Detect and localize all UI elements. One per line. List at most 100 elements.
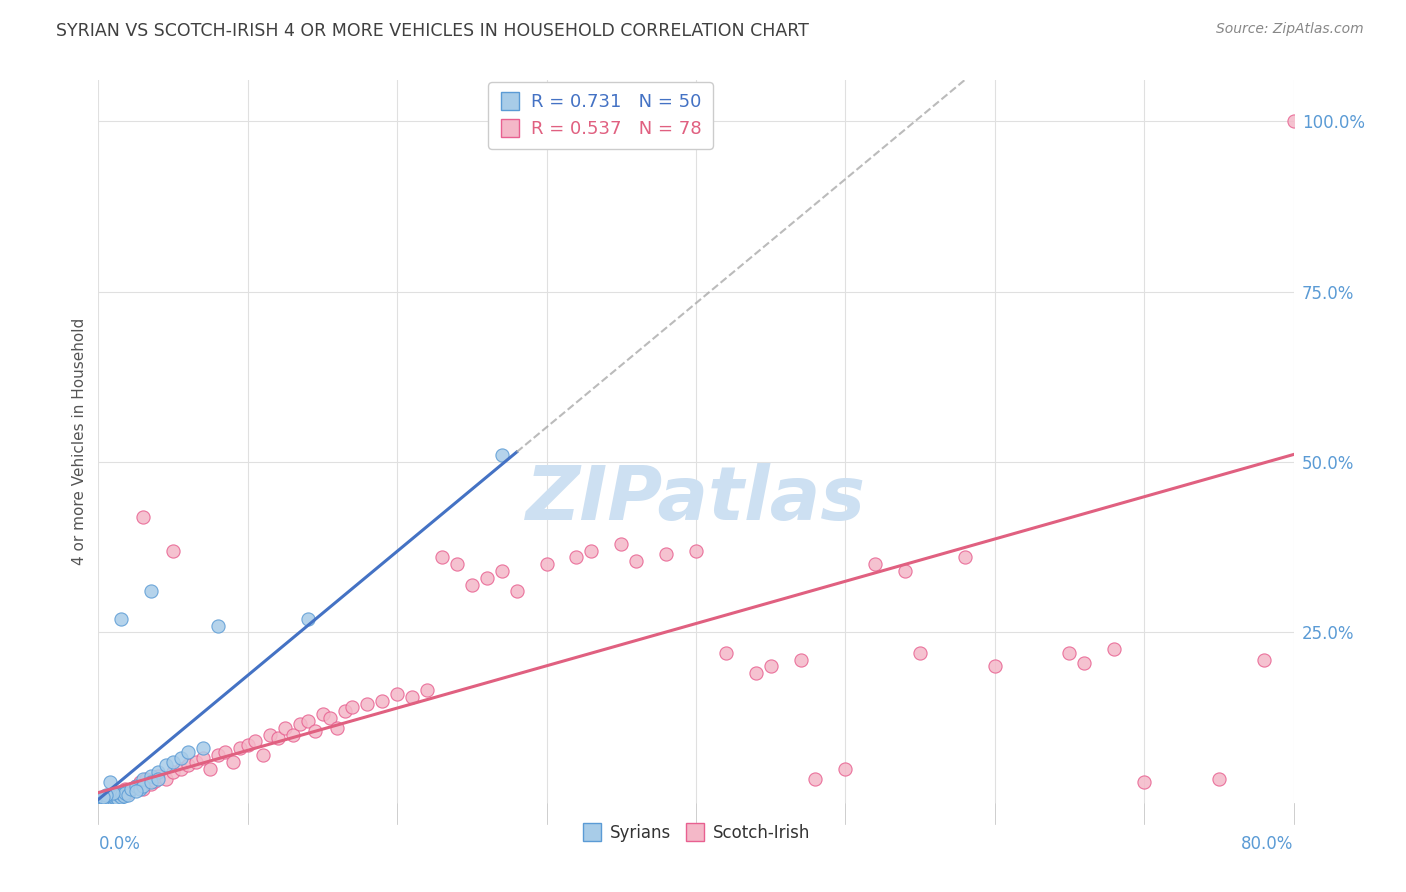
Point [90, 794, 112, 808]
Point [177, 758, 200, 772]
Point [177, 745, 200, 759]
Point [155, 758, 177, 772]
Point [114, 782, 136, 797]
Point [333, 704, 356, 718]
Point [319, 710, 342, 724]
Point [245, 734, 267, 748]
Point [96, 792, 118, 806]
Point [103, 786, 125, 800]
Point [98, 791, 122, 805]
Point [356, 697, 378, 711]
Point [865, 558, 887, 572]
Point [132, 782, 155, 797]
Point [565, 550, 588, 565]
Point [191, 751, 214, 765]
Point [162, 755, 184, 769]
Point [101, 790, 124, 805]
Point [759, 659, 782, 673]
Point [1208, 772, 1230, 786]
Point [401, 690, 423, 705]
Point [1073, 656, 1095, 670]
Point [139, 768, 162, 782]
Point [139, 775, 162, 789]
Point [281, 728, 304, 742]
Point [274, 721, 297, 735]
Point [107, 791, 129, 805]
Point [745, 666, 768, 681]
Point [120, 782, 142, 797]
Point [222, 755, 245, 769]
Point [129, 775, 152, 789]
Point [104, 791, 127, 805]
Point [789, 653, 811, 667]
Point [184, 755, 207, 769]
Point [416, 683, 439, 698]
Point [125, 783, 148, 797]
Point [1282, 114, 1305, 128]
Text: 0.0%: 0.0% [98, 835, 141, 854]
Point [304, 724, 326, 739]
Point [110, 612, 132, 626]
Point [252, 748, 274, 763]
Point [108, 789, 131, 803]
Point [506, 584, 529, 599]
Point [214, 745, 236, 759]
Point [626, 554, 648, 568]
Point [685, 543, 707, 558]
Point [804, 772, 827, 786]
Point [491, 564, 513, 578]
Point [105, 789, 128, 804]
Point [94, 792, 117, 806]
Point [110, 790, 132, 805]
Point [326, 721, 349, 735]
Point [581, 543, 603, 558]
Point [129, 782, 152, 797]
Text: SYRIAN VS SCOTCH-IRISH 4 OR MORE VEHICLES IN HOUSEHOLD CORRELATION CHART: SYRIAN VS SCOTCH-IRISH 4 OR MORE VEHICLE… [56, 22, 808, 40]
Point [97, 794, 120, 808]
Point [1133, 775, 1156, 789]
Point [430, 550, 453, 565]
Point [191, 741, 214, 756]
Point [117, 788, 139, 802]
Point [94, 788, 117, 802]
Point [162, 543, 184, 558]
Point [200, 762, 222, 776]
Point [135, 772, 157, 786]
Point [125, 779, 148, 793]
Point [169, 751, 191, 765]
Point [267, 731, 290, 745]
Point [117, 786, 139, 800]
Point [491, 448, 513, 462]
Point [97, 793, 120, 807]
Point [834, 762, 856, 776]
Point [98, 775, 122, 789]
Point [111, 787, 134, 801]
Point [236, 738, 259, 752]
Point [91, 790, 114, 805]
Point [139, 777, 162, 791]
Point [103, 786, 125, 800]
Point [894, 564, 917, 578]
Point [984, 659, 1007, 673]
Point [297, 612, 319, 626]
Point [371, 693, 394, 707]
Point [139, 584, 162, 599]
Point [90, 793, 112, 807]
Point [385, 687, 409, 701]
Point [100, 789, 122, 803]
Point [1253, 653, 1275, 667]
Point [148, 765, 170, 780]
Point [1059, 646, 1081, 660]
Point [1104, 642, 1126, 657]
Point [207, 618, 229, 632]
Point [91, 792, 114, 806]
Point [125, 779, 148, 793]
Point [610, 537, 633, 551]
Point [655, 547, 678, 561]
Point [908, 646, 931, 660]
Point [311, 707, 333, 722]
Point [89, 794, 111, 808]
Point [342, 700, 364, 714]
Point [297, 714, 319, 728]
Point [103, 792, 125, 806]
